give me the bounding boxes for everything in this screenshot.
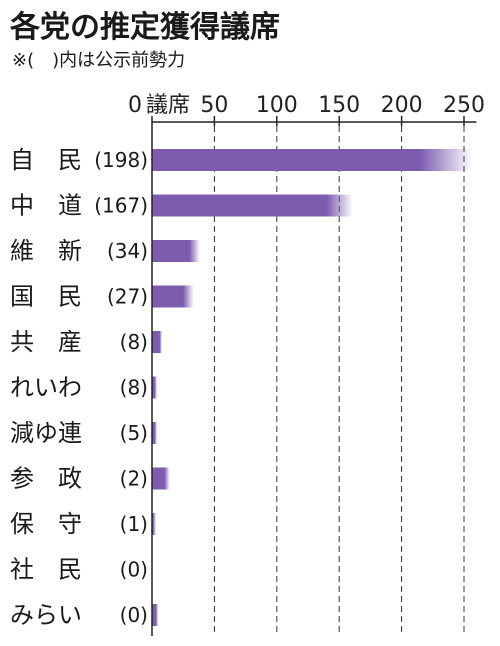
category-label: 減ゆ連 (10, 419, 82, 447)
prior-seats-label: (27) (107, 285, 148, 309)
category-label: 維 新 (10, 237, 82, 265)
chart-title: 各党の推定獲得議席 (10, 10, 280, 45)
category-labels: 自 民 (198) 中 道 (167) 維 新 (34) 国 民 (27) 共 産 (8) れいわ (… (10, 146, 148, 629)
prior-seats-label: (8) (120, 330, 148, 354)
category-label: 共 産 (10, 328, 82, 356)
x-tick-label: 100 (256, 93, 298, 118)
x-tick-label: 50 (200, 93, 228, 118)
category-label: 国 民 (10, 283, 82, 311)
category-label: 中 道 (10, 192, 82, 220)
bar (152, 331, 162, 353)
category-label: 自 民 (10, 146, 82, 174)
bar (152, 240, 200, 262)
bar (152, 467, 170, 490)
chart-note: ※( )内は公示前勢力 (12, 50, 186, 71)
category-label: 参 政 (10, 465, 82, 493)
x-tick-label: 250 (443, 93, 485, 118)
bar (152, 285, 194, 308)
prior-seats-label: (34) (107, 239, 148, 263)
bar (152, 376, 157, 399)
category-label: れいわ (10, 374, 82, 402)
bar (152, 422, 157, 444)
axis: 0 50 100 150 200 250 議席 (128, 93, 485, 636)
bar (152, 194, 352, 217)
category-label: 社 民 (10, 556, 82, 584)
prior-seats-label: (167) (94, 194, 148, 218)
x-tick-label: 150 (318, 93, 360, 118)
x-tick-label: 200 (381, 93, 423, 118)
category-label: みらい (10, 601, 82, 629)
prior-seats-label: (0) (120, 603, 148, 627)
prior-seats-label: (8) (120, 376, 148, 400)
x-unit-label: 議席 (146, 93, 190, 118)
prior-seats-label: (1) (120, 512, 148, 536)
bars (152, 149, 471, 626)
bar (152, 604, 159, 626)
prior-seats-label: (198) (94, 148, 148, 172)
x-tick-label: 0 (128, 93, 142, 118)
bar (152, 149, 471, 171)
prior-seats-label: (0) (120, 558, 148, 582)
prior-seats-label: (5) (120, 421, 148, 445)
bar (152, 513, 156, 535)
category-label: 保 守 (10, 510, 82, 538)
prior-seats-label: (2) (120, 467, 148, 491)
